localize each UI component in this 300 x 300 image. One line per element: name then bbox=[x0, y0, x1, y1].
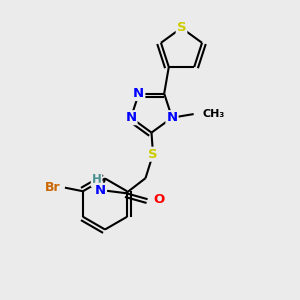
Text: N: N bbox=[133, 87, 144, 100]
Text: N: N bbox=[167, 111, 178, 124]
Text: N: N bbox=[95, 184, 106, 197]
Text: O: O bbox=[154, 193, 165, 206]
Text: Br: Br bbox=[45, 181, 60, 194]
Text: CH₃: CH₃ bbox=[202, 109, 224, 119]
Text: N: N bbox=[125, 111, 136, 124]
Text: S: S bbox=[177, 21, 186, 34]
Text: S: S bbox=[148, 148, 158, 161]
Text: H: H bbox=[92, 173, 101, 186]
